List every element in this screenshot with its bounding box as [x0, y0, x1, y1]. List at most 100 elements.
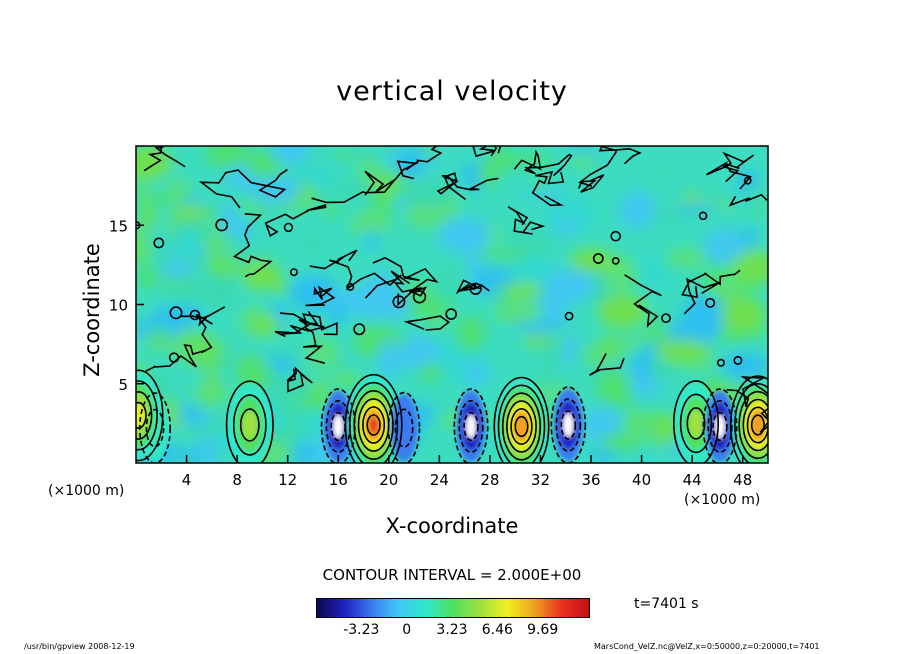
updraft-cell — [689, 409, 703, 437]
contour-ring — [169, 306, 183, 320]
contour-ring — [353, 323, 366, 336]
contour-line — [441, 175, 499, 191]
texture-blob — [456, 315, 485, 352]
contour-line — [372, 256, 439, 307]
contour-line — [726, 376, 768, 434]
x-tick-label: 20 — [379, 471, 398, 489]
contour-line — [497, 384, 546, 463]
texture-blob — [570, 152, 595, 169]
contour-line — [738, 390, 768, 460]
contour-line — [728, 193, 768, 207]
contour-line — [673, 380, 719, 463]
texture-blob — [251, 314, 281, 336]
texture-blob — [643, 252, 658, 288]
contour-line — [746, 406, 768, 444]
texture-blob — [319, 150, 336, 162]
texture-blob — [272, 348, 306, 359]
texture-blob — [702, 228, 744, 265]
texture-blob — [218, 201, 236, 236]
contour-line — [624, 274, 662, 328]
contour-line — [589, 353, 625, 376]
contour-line — [329, 259, 402, 299]
texture-blob — [521, 332, 570, 347]
contour-line — [734, 383, 768, 463]
texture-blob — [665, 248, 712, 269]
texture-blob — [552, 219, 578, 236]
x-tick-label: 12 — [278, 471, 297, 489]
texture-blob — [569, 248, 615, 273]
texture-blob — [349, 211, 388, 238]
downdraft-cell — [397, 411, 411, 445]
texture-blob — [715, 276, 743, 295]
heatmap-field — [136, 146, 768, 463]
contour-ring — [168, 352, 180, 363]
contour-line — [180, 306, 226, 354]
texture-blob — [437, 217, 491, 254]
contour-line — [405, 146, 443, 171]
texture-blob — [364, 230, 380, 251]
contour-ring — [610, 230, 622, 242]
downdraft-cell — [466, 414, 476, 439]
contour-ring — [611, 256, 620, 265]
texture-blob — [324, 291, 362, 305]
texture-blob — [377, 340, 401, 380]
x-tick-label: 24 — [430, 471, 449, 489]
updraft-cell — [517, 418, 526, 435]
contour-line — [305, 285, 336, 307]
texture-blob — [504, 234, 557, 254]
colorbar-tick-label: 6.46 — [481, 622, 513, 638]
contour-line — [686, 407, 706, 440]
texture-blob — [411, 301, 458, 312]
contour-line — [232, 394, 267, 456]
contour-line — [357, 398, 390, 452]
texture-blob — [331, 372, 361, 387]
footer-data-source: MarsCond_VelZ.nc@VelZ,x=0:50000,z=0:2000… — [594, 642, 820, 651]
x-tick-label: 36 — [581, 471, 600, 489]
contour-line — [510, 407, 533, 445]
contour-line — [472, 146, 502, 158]
texture-blob — [148, 328, 174, 341]
contour-line — [705, 151, 755, 190]
y-tick-label: 5 — [118, 376, 128, 394]
contour-line — [298, 313, 338, 364]
x-tick-label: 8 — [232, 471, 242, 489]
texture-blob — [653, 164, 669, 178]
contour-ring — [289, 268, 298, 277]
colorbar-tick-label: 9.69 — [527, 622, 559, 638]
contour-line — [364, 160, 420, 196]
texture-blob — [139, 264, 156, 291]
texture-blob — [751, 326, 767, 340]
contour-ring — [189, 309, 201, 321]
x-axis-label: X-coordinate — [385, 514, 519, 538]
contour-line — [274, 310, 325, 338]
contour-line — [362, 406, 386, 444]
texture-blob — [136, 146, 173, 180]
contour-line — [702, 388, 738, 463]
texture-blob — [562, 332, 578, 367]
texture-blob — [205, 357, 219, 397]
contour-line — [458, 399, 484, 453]
contour-line — [550, 386, 587, 463]
contour-ring — [283, 222, 294, 233]
colorbar-tick-label: -3.23 — [343, 622, 380, 638]
texture-blob — [305, 337, 340, 370]
x-tick-label: 16 — [329, 471, 348, 489]
contour-line — [286, 366, 313, 393]
texture-blob — [176, 240, 198, 258]
contour-interval-label: CONTOUR INTERVAL = 2.000E+00 — [322, 566, 582, 584]
downdraft-cell — [715, 414, 725, 439]
texture-blob — [357, 157, 380, 181]
texture-blob — [205, 146, 249, 168]
contour-line — [436, 172, 467, 201]
contour-line — [353, 389, 394, 460]
contour-line — [555, 398, 582, 452]
downdraft-cell — [563, 413, 574, 437]
contour-line — [729, 375, 768, 463]
contour-ring — [392, 295, 406, 309]
time-label: t=7401 s — [634, 596, 699, 612]
contour-line — [712, 411, 728, 442]
contour-line — [232, 213, 273, 278]
chart-title: vertical velocity — [336, 76, 568, 107]
texture-blob — [239, 200, 266, 216]
